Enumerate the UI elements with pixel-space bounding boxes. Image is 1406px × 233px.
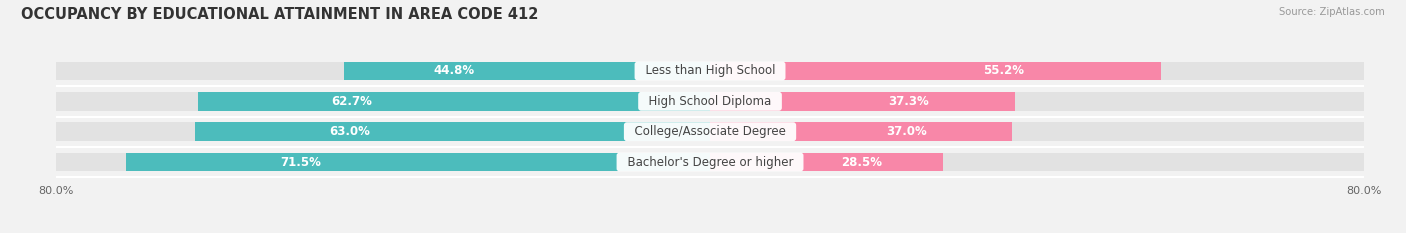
Text: OCCUPANCY BY EDUCATIONAL ATTAINMENT IN AREA CODE 412: OCCUPANCY BY EDUCATIONAL ATTAINMENT IN A… [21, 7, 538, 22]
Text: 28.5%: 28.5% [841, 155, 882, 168]
Bar [710, 92, 1015, 111]
Bar [195, 122, 710, 141]
Bar [56, 153, 1364, 171]
Bar [56, 92, 1364, 111]
Text: Less than High School: Less than High School [637, 65, 783, 78]
Bar [198, 92, 710, 111]
Bar [710, 122, 1012, 141]
Text: 55.2%: 55.2% [983, 65, 1024, 78]
Bar [710, 153, 943, 171]
Bar [710, 62, 1161, 80]
Text: Source: ZipAtlas.com: Source: ZipAtlas.com [1279, 7, 1385, 17]
Text: 44.8%: 44.8% [433, 65, 474, 78]
Text: Bachelor's Degree or higher: Bachelor's Degree or higher [620, 155, 800, 168]
Text: 37.0%: 37.0% [886, 125, 927, 138]
Bar [344, 62, 710, 80]
Bar [125, 153, 710, 171]
Text: College/Associate Degree: College/Associate Degree [627, 125, 793, 138]
Bar [56, 122, 1364, 141]
Text: 71.5%: 71.5% [281, 155, 322, 168]
Text: 63.0%: 63.0% [329, 125, 370, 138]
Text: 62.7%: 62.7% [330, 95, 371, 108]
Bar [56, 62, 1364, 80]
Text: 37.3%: 37.3% [887, 95, 928, 108]
Text: High School Diploma: High School Diploma [641, 95, 779, 108]
